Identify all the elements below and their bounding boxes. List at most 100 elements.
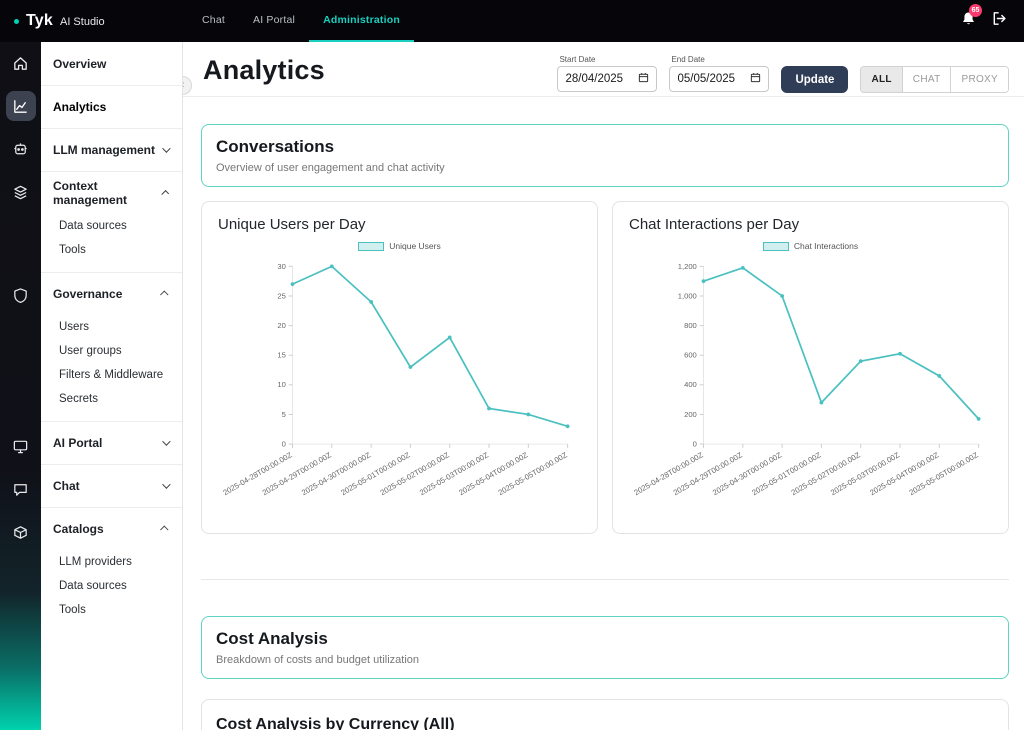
sidebar-item-secrets[interactable]: Secrets bbox=[59, 393, 98, 405]
header-controls: Start Date 28/04/2025 End Date 05/05/202… bbox=[557, 55, 1009, 93]
chevron-down-icon bbox=[162, 480, 171, 489]
tab-ai-portal[interactable]: AI Portal bbox=[252, 14, 296, 26]
sidebar-item-label: AI Portal bbox=[53, 436, 103, 450]
sidebar-item-context-management[interactable]: Context management bbox=[41, 171, 182, 214]
svg-text:200: 200 bbox=[684, 410, 697, 419]
home-icon[interactable] bbox=[6, 48, 36, 78]
svg-text:2025-05-03T00:00.00Z: 2025-05-03T00:00.00Z bbox=[418, 450, 490, 497]
chart-legend: Chat Interactions bbox=[629, 241, 992, 251]
end-date-label: End Date bbox=[671, 55, 705, 64]
svg-text:1,200: 1,200 bbox=[678, 262, 697, 271]
package-icon[interactable] bbox=[6, 517, 36, 547]
sidebar-item-llm-providers[interactable]: LLM providers bbox=[59, 556, 132, 568]
end-date-value: 05/05/2025 bbox=[677, 73, 736, 85]
context-management-submenu: Data sources Tools bbox=[41, 214, 182, 272]
chevron-up-icon bbox=[160, 290, 169, 299]
svg-text:2025-04-30T00:00.00Z: 2025-04-30T00:00.00Z bbox=[300, 450, 372, 497]
svg-text:2025-04-28T00:00.00Z: 2025-04-28T00:00.00Z bbox=[632, 450, 704, 497]
logout-button[interactable] bbox=[991, 10, 1008, 32]
conversations-title: Conversations bbox=[216, 137, 335, 156]
cost-analysis-subtitle: Breakdown of costs and budget utilizatio… bbox=[216, 654, 420, 667]
svg-text:1,000: 1,000 bbox=[678, 291, 697, 300]
governance-submenu: Users User groups Filters & Middleware S… bbox=[41, 315, 182, 421]
calendar-icon bbox=[750, 72, 761, 86]
chat-icon[interactable] bbox=[6, 474, 36, 504]
unique-users-line-chart: 0 5 10 15 20 25 30 2025-04-28T00:00.00Z2025-04-… bbox=[221, 262, 570, 497]
chat-interactions-line-chart: 0 200 400 600 800 1,000 1,200 2025-04-28T00:00.… bbox=[632, 262, 981, 497]
cost-analysis-section-card: Cost Analysis Breakdown of costs and bud… bbox=[201, 616, 1009, 680]
svg-text:10: 10 bbox=[277, 380, 285, 389]
sidebar-item-overview[interactable]: Overview bbox=[41, 42, 182, 85]
charts-row: Unique Users per Day Unique Users 0 5 10 15… bbox=[201, 201, 1009, 535]
sidebar-item-governance[interactable]: Governance bbox=[41, 272, 182, 315]
cost-by-currency-title: Cost Analysis by Currency (All) bbox=[216, 716, 455, 730]
start-date-value: 28/04/2025 bbox=[565, 73, 624, 85]
sidebar-item-user-groups[interactable]: User groups bbox=[59, 345, 122, 357]
sidebar-item-catalog-data-sources[interactable]: Data sources bbox=[59, 580, 127, 592]
filter-proxy[interactable]: PROXY bbox=[951, 67, 1008, 92]
cost-by-currency-card: Cost Analysis by Currency (All) bbox=[201, 699, 1009, 730]
sidebar-item-chat[interactable]: Chat bbox=[41, 464, 182, 507]
cost-analysis-title: Cost Analysis bbox=[216, 629, 328, 649]
sidebar-item-tools[interactable]: Tools bbox=[59, 244, 86, 256]
icon-rail bbox=[0, 42, 41, 730]
shield-icon[interactable] bbox=[6, 280, 36, 310]
sidebar-item-analytics[interactable]: Analytics bbox=[41, 85, 182, 128]
monitor-icon[interactable] bbox=[6, 431, 36, 461]
page-title: Analytics bbox=[203, 55, 325, 85]
legend-label: Chat Interactions bbox=[793, 241, 859, 251]
calendar-icon bbox=[638, 72, 649, 86]
catalogs-submenu: LLM providers Data sources Tools bbox=[41, 550, 182, 632]
logo-mark-icon bbox=[14, 18, 19, 24]
sidebar: Overview Analytics LLM management Contex… bbox=[41, 42, 183, 730]
sidebar-item-label: Context management bbox=[53, 179, 128, 207]
sidebar-item-label: Analytics bbox=[53, 100, 107, 114]
notifications-button[interactable]: 65 bbox=[960, 4, 982, 32]
svg-text:2025-05-01T00:00.00Z: 2025-05-01T00:00.00Z bbox=[339, 450, 411, 497]
svg-text:2025-05-02T00:00.00Z: 2025-05-02T00:00.00Z bbox=[790, 450, 862, 497]
svg-text:400: 400 bbox=[684, 380, 697, 389]
sidebar-item-label: Chat bbox=[53, 479, 80, 493]
sidebar-item-catalogs[interactable]: Catalogs bbox=[41, 507, 182, 550]
svg-text:30: 30 bbox=[277, 262, 285, 271]
sidebar-item-users[interactable]: Users bbox=[59, 321, 90, 333]
start-date-input[interactable]: 28/04/2025 bbox=[557, 66, 658, 92]
layers-icon[interactable] bbox=[6, 177, 36, 207]
ai-assistant-icon[interactable] bbox=[6, 134, 36, 164]
chart-title: Chat Interactions per Day bbox=[629, 216, 800, 233]
chevron-down-icon bbox=[162, 144, 171, 153]
sidebar-item-catalog-tools[interactable]: Tools bbox=[59, 604, 86, 616]
tab-administration[interactable]: Administration bbox=[309, 0, 414, 42]
filter-all[interactable]: ALL bbox=[861, 67, 903, 92]
svg-text:15: 15 bbox=[277, 351, 285, 360]
svg-text:2025-05-05T00:00.00Z: 2025-05-05T00:00.00Z bbox=[497, 450, 569, 497]
tab-chat[interactable]: Chat bbox=[202, 14, 225, 26]
conversations-section-card: Conversations Overview of user engagemen… bbox=[201, 124, 1009, 187]
start-date-label: Start Date bbox=[559, 55, 596, 64]
svg-text:800: 800 bbox=[684, 321, 697, 330]
sidebar-item-label: Overview bbox=[53, 56, 107, 71]
svg-text:0: 0 bbox=[282, 439, 286, 448]
svg-text:2025-04-28T00:00.00Z: 2025-04-28T00:00.00Z bbox=[221, 450, 293, 497]
topbar: Tyk AI Studio Chat AI Portal Administrat… bbox=[0, 0, 1024, 42]
svg-text:5: 5 bbox=[282, 410, 286, 419]
analytics-icon[interactable] bbox=[5, 91, 36, 121]
end-date-input[interactable]: 05/05/2025 bbox=[669, 66, 770, 92]
svg-text:2025-05-05T00:00.00Z: 2025-05-05T00:00.00Z bbox=[908, 450, 980, 497]
start-date-field: Start Date 28/04/2025 bbox=[557, 55, 658, 92]
sidebar-item-data-sources[interactable]: Data sources bbox=[59, 220, 127, 232]
legend-label: Unique Users bbox=[389, 241, 441, 251]
sidebar-item-llm-management[interactable]: LLM management bbox=[41, 128, 182, 171]
end-date-field: End Date 05/05/2025 bbox=[669, 55, 770, 92]
svg-text:0: 0 bbox=[693, 439, 697, 448]
notification-badge: 65 bbox=[969, 4, 982, 17]
topbar-actions: 65 bbox=[960, 4, 1024, 32]
sidebar-item-ai-portal[interactable]: AI Portal bbox=[41, 421, 182, 464]
svg-text:2025-05-02T00:00.00Z: 2025-05-02T00:00.00Z bbox=[379, 450, 451, 497]
scope-filter-group: ALL CHAT PROXY bbox=[860, 66, 1009, 93]
update-button[interactable]: Update bbox=[781, 66, 849, 93]
filter-chat[interactable]: CHAT bbox=[902, 67, 952, 92]
sidebar-item-filters-middleware[interactable]: Filters & Middleware bbox=[59, 369, 164, 381]
app-logo: Tyk AI Studio bbox=[0, 12, 170, 30]
svg-text:20: 20 bbox=[277, 321, 285, 330]
